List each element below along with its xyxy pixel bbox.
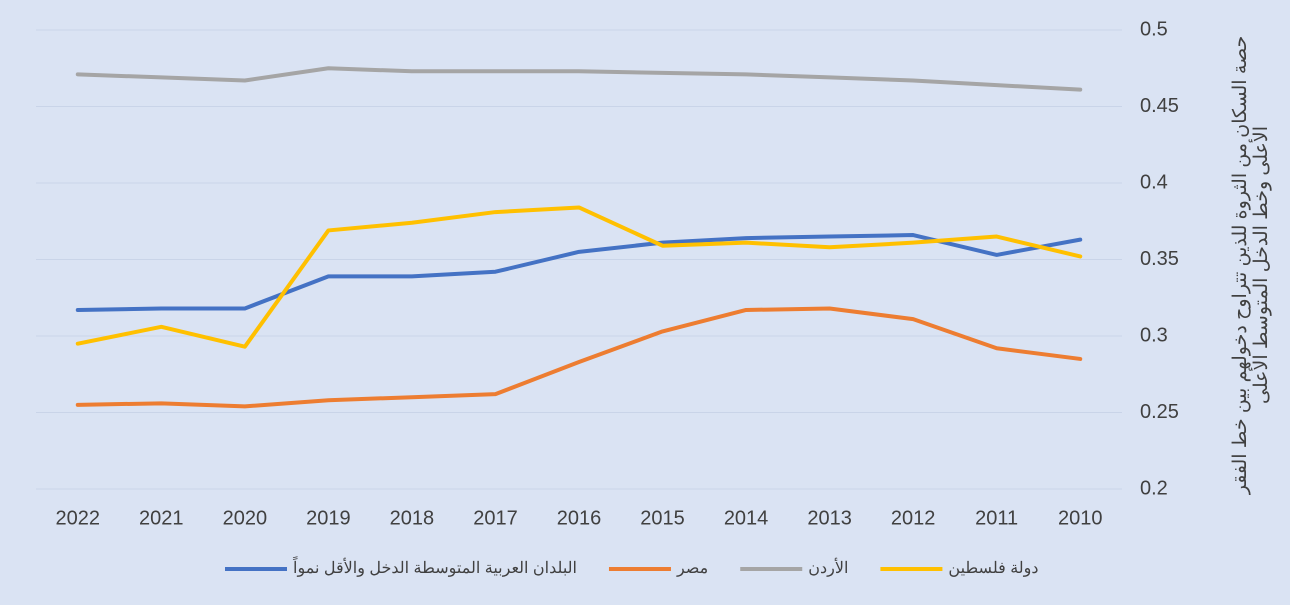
x-tick-label: 2020 bbox=[223, 507, 268, 529]
x-tick-label: 2011 bbox=[975, 507, 1018, 529]
y-tick-label: 0.4 bbox=[1140, 171, 1168, 193]
legend-label: الأردن bbox=[808, 558, 848, 577]
y-axis-label: حصة السكان من الثروة للذين تتراوح دخولهم… bbox=[1230, 35, 1272, 495]
x-tick-label: 2022 bbox=[56, 507, 101, 529]
y-tick-label: 0.45 bbox=[1140, 95, 1179, 117]
y-tick-label: 0.35 bbox=[1140, 248, 1179, 270]
x-tick-label: 2013 bbox=[807, 507, 852, 529]
legend-label: البلدان العربية المتوسطة الدخل والأقل نم… bbox=[292, 556, 577, 578]
legend-label: دولة فلسطين bbox=[948, 560, 1038, 577]
x-tick-label: 2017 bbox=[473, 507, 518, 529]
x-tick-label: 2012 bbox=[891, 507, 936, 529]
x-tick-label: 2019 bbox=[306, 507, 351, 529]
y-tick-label: 0.3 bbox=[1140, 324, 1168, 346]
series-line bbox=[75, 66, 1083, 92]
y-tick-label: 0.2 bbox=[1140, 477, 1168, 499]
legend-label: مصر bbox=[676, 560, 708, 577]
x-tick-label: 2018 bbox=[390, 507, 435, 529]
y-tick-label: 0.5 bbox=[1140, 18, 1168, 40]
series-line bbox=[75, 233, 1083, 312]
x-tick-label: 2014 bbox=[724, 507, 769, 529]
series-line bbox=[75, 205, 1083, 349]
x-tick-label: 2016 bbox=[557, 507, 602, 529]
y-tick-label: 0.25 bbox=[1140, 401, 1179, 423]
series-line bbox=[75, 306, 1083, 409]
x-tick-label: 2010 bbox=[1058, 507, 1103, 529]
x-tick-label: 2015 bbox=[640, 507, 685, 529]
x-tick-label: 2021 bbox=[139, 507, 184, 529]
